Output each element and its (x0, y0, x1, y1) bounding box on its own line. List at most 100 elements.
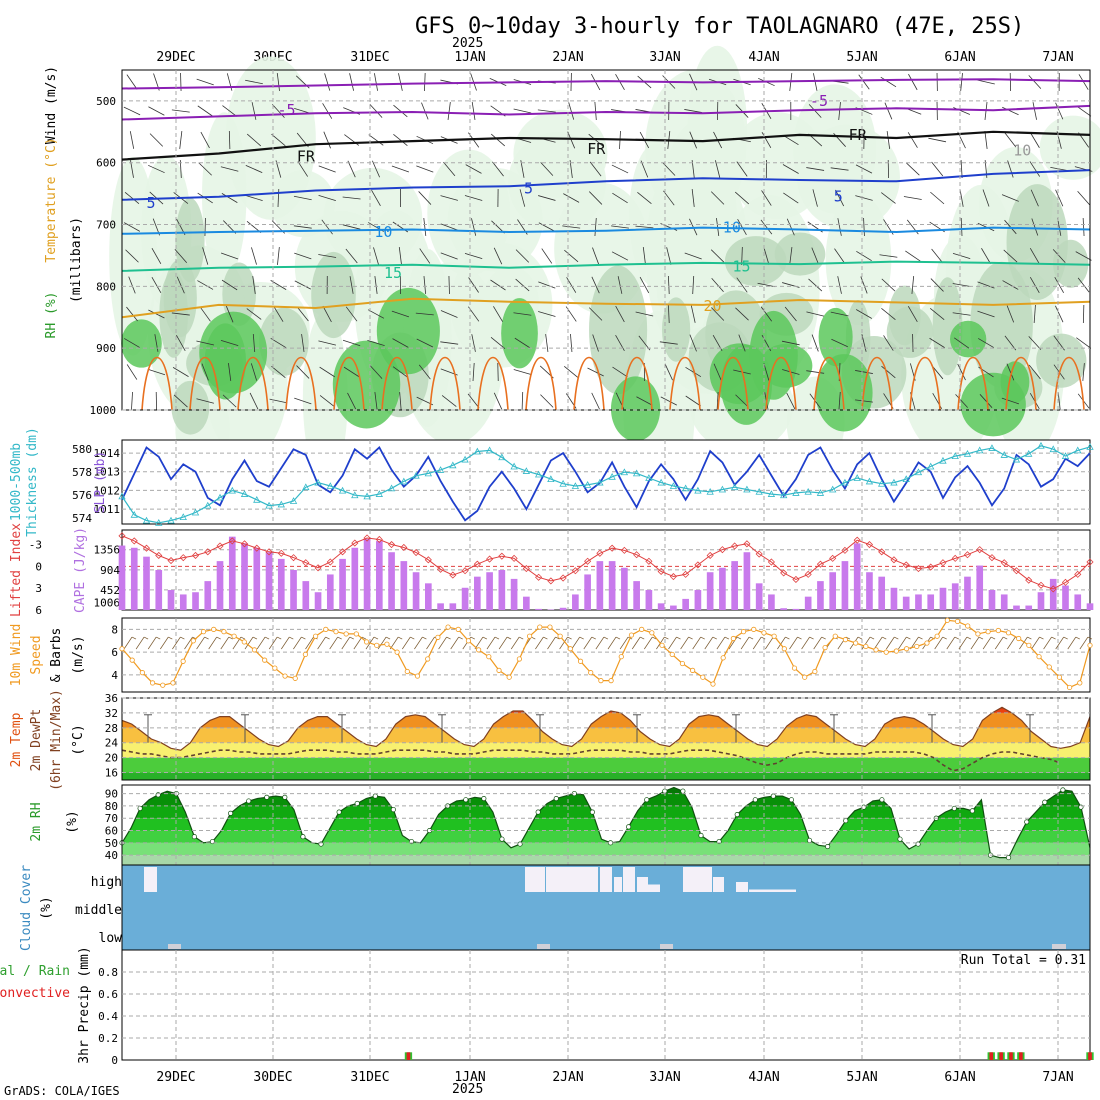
wind-barb-flag (204, 636, 209, 640)
wind-barb (611, 164, 629, 174)
contour-label: FR (587, 140, 606, 158)
wind-barb (471, 218, 477, 236)
wind-barb (423, 276, 427, 294)
wind-barb (881, 192, 896, 204)
wind-barb-flag (325, 636, 330, 640)
wind-speed-point (914, 643, 920, 650)
wind-barb (928, 137, 947, 143)
cloud-high-bar (614, 877, 622, 892)
cape-bar (951, 583, 959, 610)
thickness-point (387, 484, 396, 492)
cape-bar (584, 574, 591, 610)
lifted-index-point (277, 549, 285, 557)
wind-speed-point (476, 647, 482, 653)
temp-tick: 20 (105, 752, 118, 765)
precip-convective-bar (1088, 1052, 1092, 1060)
wind-barb (367, 309, 385, 319)
rh-point (137, 805, 143, 811)
warm-contour (765, 357, 797, 411)
wind-barb (635, 311, 654, 317)
wind-barb (855, 370, 873, 374)
rh-point (535, 809, 541, 815)
wind-barb (545, 334, 549, 352)
wind-barb (981, 248, 991, 264)
wind-barb (151, 276, 162, 294)
wind-barb (639, 276, 650, 294)
lifted-index-point (706, 551, 714, 560)
cloud-low-bar (660, 944, 673, 949)
thickness-point (620, 468, 629, 476)
wind-barb-10m (970, 636, 980, 650)
wind-barb (123, 222, 141, 232)
lifted-index-point (167, 556, 175, 565)
wind-barb (419, 248, 431, 264)
thickness-point (547, 475, 555, 483)
lifted-index-point (608, 544, 616, 552)
temp-tick: 32 (105, 707, 118, 720)
rh-region-mid (1006, 184, 1068, 300)
lifted-index-point (767, 558, 775, 566)
cape-bar (523, 596, 530, 610)
wind-barb-10m (147, 636, 157, 650)
temp-tick: 28 (105, 722, 118, 735)
rh-region-mid (970, 261, 1033, 388)
rh-point (951, 805, 957, 811)
cape-bar (204, 581, 212, 610)
wind-barb-flag (277, 636, 282, 640)
precip-tick: 0.8 (98, 966, 118, 979)
wind-speed-point (639, 626, 645, 632)
wind-barb-flag (458, 636, 463, 640)
wind-barb (250, 363, 258, 381)
wind-barb (124, 191, 140, 205)
wind-barb (908, 73, 918, 91)
wind-barb-flag (446, 636, 451, 640)
cape-bar (388, 552, 395, 610)
thickness-point (253, 496, 261, 503)
precip-convective-bar (406, 1052, 411, 1060)
thickness-point (681, 484, 690, 492)
wind-barb-flag (1039, 636, 1044, 640)
wind-barb (221, 193, 238, 203)
wind-barb (830, 311, 849, 317)
wind-barb (1004, 132, 1017, 148)
wind-barb-flag (664, 636, 669, 640)
wind-tick: 4 (111, 669, 118, 682)
slp-tick: 1013 (94, 466, 121, 479)
wind-barb (952, 283, 971, 287)
wind-speed-point (944, 617, 950, 623)
wind-barb (441, 395, 457, 407)
thickness-point (779, 491, 788, 499)
cape-bar (1086, 603, 1094, 610)
wind-barb-10m (777, 636, 786, 650)
date-label-bottom: 31DEC (350, 1070, 389, 1085)
wind-barb (342, 339, 361, 347)
wind-barb (318, 195, 336, 201)
contour-label: 10 (374, 223, 392, 241)
wind-barb (684, 109, 703, 113)
lifted-index-point (363, 534, 371, 542)
wind-barb (711, 277, 724, 293)
rh-tick: 80 (105, 800, 118, 813)
wind-barb (1082, 217, 1085, 237)
wind-barb (196, 340, 215, 346)
wind-barb-10m (559, 636, 568, 650)
wind-barb (245, 164, 263, 174)
wind-barb (591, 276, 600, 294)
slp-bg (122, 440, 1090, 524)
wind-barb (1082, 362, 1085, 382)
lifted-index-point (1025, 576, 1033, 584)
wind-barb-flag (216, 636, 221, 640)
wind-barb (515, 278, 530, 292)
thickness-point (1049, 445, 1057, 453)
wind-barb-flag (797, 636, 802, 640)
wind-barb (246, 133, 262, 147)
wind-barb-flag (180, 636, 185, 640)
wind-barb (690, 305, 696, 323)
wind-speed-point (679, 660, 686, 667)
wind-barb (587, 367, 604, 377)
wind-barb (881, 308, 896, 320)
wind-barb (592, 334, 599, 352)
lifted-index-point (253, 544, 261, 552)
wind-barb (149, 133, 164, 147)
isotherm-line (121, 297, 1091, 319)
